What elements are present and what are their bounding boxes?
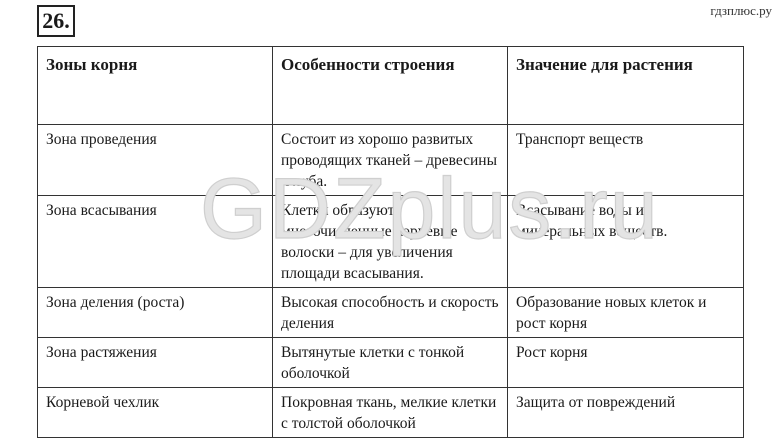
cell-zone: Зона деления (роста) xyxy=(37,287,273,338)
root-zones-table: Зоны корня Особенности строения Значение… xyxy=(37,46,744,438)
header-significance: Значение для растения xyxy=(507,46,744,125)
cell-structure: Клетки образуют многочисленные корневые … xyxy=(272,195,508,288)
table-row: Корневой чехлик Покровная ткань, мелкие … xyxy=(37,387,744,438)
header-structure: Особенности строения xyxy=(272,46,508,125)
site-label: гдзплюс.ру xyxy=(710,3,772,18)
header-zones: Зоны корня xyxy=(37,46,273,125)
cell-significance: Рост корня xyxy=(507,337,744,388)
cell-structure: Покровная ткань, мелкие клетки с толстой… xyxy=(272,387,508,438)
cell-structure: Вытянутые клетки с тонкой оболочкой xyxy=(272,337,508,388)
cell-zone: Зона всасывания xyxy=(37,195,273,288)
cell-significance: Образование новых клеток и рост корня xyxy=(507,287,744,338)
cell-structure: Высокая способность и скорость деления xyxy=(272,287,508,338)
cell-zone: Корневой чехлик xyxy=(37,387,273,438)
table-row: Зона растяжения Вытянутые клетки с тонко… xyxy=(37,337,744,388)
cell-structure: Состоит из хорошо развитых проводящих тк… xyxy=(272,124,508,196)
cell-significance: Всасывание воды и минеральных веществ. xyxy=(507,195,744,288)
cell-zone: Зона растяжения xyxy=(37,337,273,388)
table-header-row: Зоны корня Особенности строения Значение… xyxy=(37,46,744,125)
table-row: Зона деления (роста) Высокая способность… xyxy=(37,287,744,338)
cell-significance: Защита от повреждений xyxy=(507,387,744,438)
task-number: 26. xyxy=(37,5,75,37)
cell-significance: Транспорт веществ xyxy=(507,124,744,196)
table-row: Зона всасывания Клетки образуют многочис… xyxy=(37,195,744,288)
cell-zone: Зона проведения xyxy=(37,124,273,196)
table-row: Зона проведения Состоит из хорошо развит… xyxy=(37,124,744,196)
